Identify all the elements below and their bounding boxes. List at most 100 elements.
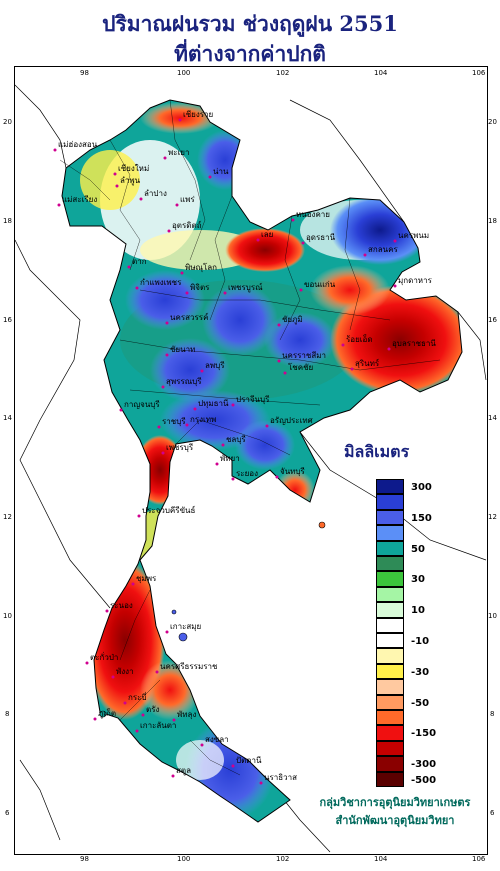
place-label: มุกดาหาร (398, 276, 433, 285)
station-marker (231, 403, 235, 407)
station-marker (259, 781, 263, 785)
place-label: ราชบุรี (162, 417, 186, 426)
place-label: นครสวรรค์ (170, 312, 208, 322)
station-marker (231, 764, 235, 768)
place-label: กำแพงเพชร (140, 278, 182, 287)
legend-swatch (376, 571, 404, 587)
station-marker (155, 670, 159, 674)
legend-swatch (376, 648, 404, 664)
place-label: ร้อยเอ็ด (346, 334, 373, 344)
place-label: ระยอง (236, 469, 258, 478)
place-label: เกาะสมุย (170, 622, 201, 631)
place-label: ระนอง (110, 601, 133, 610)
legend-label: -10 (411, 636, 430, 647)
legend-swatch (376, 663, 404, 680)
place-label: ตะกั่วป่า (90, 651, 118, 662)
legend-label: 50 (411, 543, 425, 555)
place-label: พิจิตร (190, 283, 210, 292)
legend-swatch (376, 586, 404, 603)
right-tick-12: 12 (488, 513, 497, 521)
legend-label: -150 (411, 728, 437, 740)
top-tick-102: 102 (276, 69, 290, 77)
thailand-outline (61, 99, 463, 823)
place-label: เชียงใหม่ (118, 164, 149, 173)
station-marker (171, 774, 175, 778)
station-marker (256, 238, 260, 242)
right-tick-10: 10 (488, 612, 497, 620)
place-label: ภูเก็ต (98, 708, 116, 719)
left-tick-14: 14 (3, 414, 12, 422)
station-marker (161, 385, 165, 389)
station-marker (113, 172, 117, 176)
station-marker (127, 265, 131, 269)
station-marker (115, 184, 119, 188)
legend-swatch (376, 479, 404, 495)
credit-line-2: สำนักพัฒนาอุตุนิยมวิทยา (335, 814, 455, 827)
place-label: พังงา (116, 667, 134, 676)
place-label: ชุมพร (136, 574, 157, 583)
station-marker (301, 241, 305, 245)
map-title: ปริมาณฝนรวม ช่วงฤดูฝน 2551 (102, 11, 398, 36)
place-label: น่าน (213, 167, 229, 176)
station-marker (350, 367, 354, 371)
right-tick-14: 14 (488, 414, 497, 422)
legend-label: 300 (411, 482, 432, 493)
station-marker (221, 443, 225, 447)
place-label: ขอนแก่น (304, 280, 336, 289)
place-label: นครศรีธรรมราช (160, 662, 218, 671)
place-label: ตาก (132, 257, 147, 266)
station-marker (165, 353, 169, 357)
station-marker (178, 118, 182, 122)
place-label: จันทบุรี (280, 467, 306, 476)
left-tick-18: 18 (3, 217, 12, 225)
legend-swatch (376, 725, 404, 741)
legend-label: -500 (411, 774, 437, 786)
legend-label: 10 (411, 605, 425, 617)
bottom-tick-100: 100 (177, 855, 191, 863)
station-marker (93, 717, 97, 721)
left-tick-16: 16 (3, 316, 12, 324)
station-marker (277, 359, 281, 363)
left-tick-8: 8 (5, 710, 10, 718)
bottom-tick-102: 102 (276, 855, 290, 863)
legend-swatch (376, 509, 404, 526)
place-label: ประจวบคีรีขันธ์ (142, 505, 196, 515)
left-tick-12: 12 (3, 513, 12, 521)
place-label: ตรัง (146, 705, 159, 714)
station-marker (185, 291, 189, 295)
station-marker (137, 514, 141, 518)
bottom-tick-106: 106 (472, 855, 486, 863)
legend-swatch (376, 525, 404, 541)
place-label: โชคชัย (288, 362, 313, 372)
station-marker (161, 451, 165, 455)
place-label: อรัญประเทศ (270, 416, 313, 425)
station-marker (363, 253, 367, 257)
top-tick-98: 98 (80, 69, 89, 77)
place-label: เพชรบูรณ์ (228, 282, 263, 293)
station-marker (53, 148, 57, 152)
station-marker (119, 408, 123, 412)
place-label: แพร่ (180, 195, 195, 204)
station-marker (393, 239, 397, 243)
province-borders (59, 99, 441, 776)
place-label: สุรินทร์ (355, 358, 380, 368)
legend-title: มิลลิเมตร (344, 442, 410, 461)
place-label: สงขลา (205, 735, 229, 744)
station-marker (185, 423, 189, 427)
legend-label: -30 (411, 666, 430, 678)
place-label: ลพบุรี (205, 361, 225, 370)
station-marker (85, 661, 89, 665)
legend-swatch (376, 556, 404, 572)
station-marker (175, 203, 179, 207)
right-tick-8: 8 (490, 710, 495, 718)
place-label: ปราจีนบุรี (236, 395, 270, 404)
station-marker (393, 284, 397, 288)
station-marker (167, 229, 171, 233)
station-marker (139, 197, 143, 201)
place-label: ลำพูน (120, 176, 141, 186)
station-marker (265, 424, 269, 428)
top-tick-104: 104 (374, 69, 388, 77)
place-label: หนองคาย (296, 210, 330, 219)
place-label: เชียงราย (183, 110, 213, 119)
station-marker (172, 718, 176, 722)
